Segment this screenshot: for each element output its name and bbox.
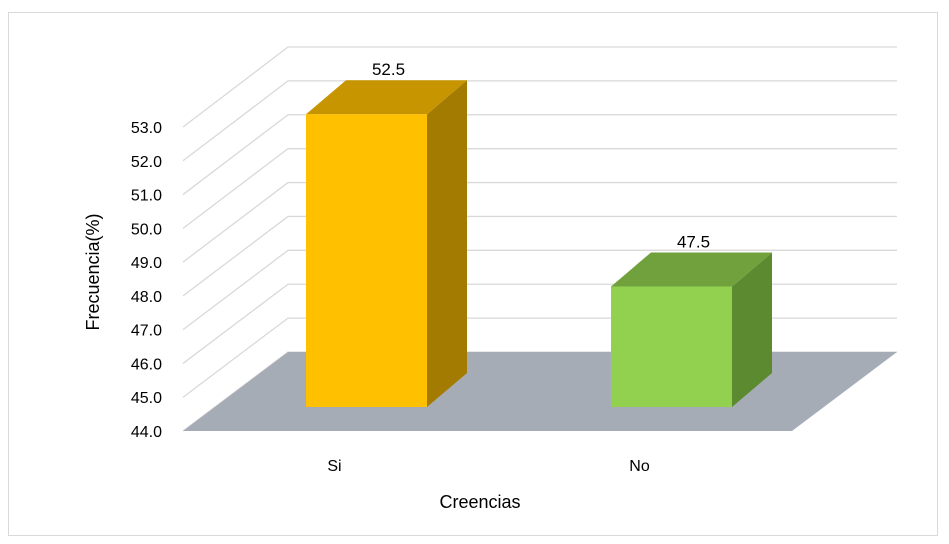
y-tick-label: 53.0 <box>131 120 162 137</box>
gridline <box>182 249 897 331</box>
gridline <box>182 114 897 196</box>
gridline <box>182 80 897 162</box>
bar-front <box>611 286 732 407</box>
chart-floor <box>183 352 897 431</box>
y-tick-label: 52.0 <box>131 154 162 171</box>
bar-side <box>427 80 467 407</box>
bar-top <box>306 80 467 115</box>
y-axis-title: Frecuencia(%) <box>83 213 103 330</box>
y-tick-label: 45.0 <box>131 390 162 407</box>
floor-plane <box>183 352 897 431</box>
y-tick-label: 51.0 <box>131 188 162 205</box>
gridline <box>182 148 897 229</box>
y-tick-label: 49.0 <box>131 255 162 272</box>
data-label: 52.5 <box>372 60 405 79</box>
bar-side <box>732 252 772 407</box>
bar-top <box>611 252 772 287</box>
x-tick-labels: Si No <box>327 458 649 475</box>
x-axis-title: Creencias <box>439 492 520 512</box>
y-tick-label: 47.0 <box>131 323 162 340</box>
data-label: 47.5 <box>677 232 710 251</box>
gridline <box>182 46 897 128</box>
bar-no: 47.5 <box>611 232 772 407</box>
y-tick-label: 48.0 <box>131 289 162 306</box>
y-tick-label: 46.0 <box>131 356 162 373</box>
x-tick-label: Si <box>327 458 341 475</box>
y-tick-label: 50.0 <box>131 221 162 238</box>
bars: 52.5 47.5 <box>306 60 772 407</box>
gridline <box>182 181 897 263</box>
bar-front <box>306 114 427 407</box>
bar-si: 52.5 <box>306 60 467 407</box>
x-tick-label: No <box>629 458 650 475</box>
gridline <box>182 215 897 297</box>
chart-area <box>8 12 938 536</box>
y-tick-label: 44.0 <box>131 424 162 441</box>
y-tick-labels: 44.0 45.0 46.0 47.0 48.0 49.0 50.0 51.0 52.0 53.0 <box>131 120 162 441</box>
